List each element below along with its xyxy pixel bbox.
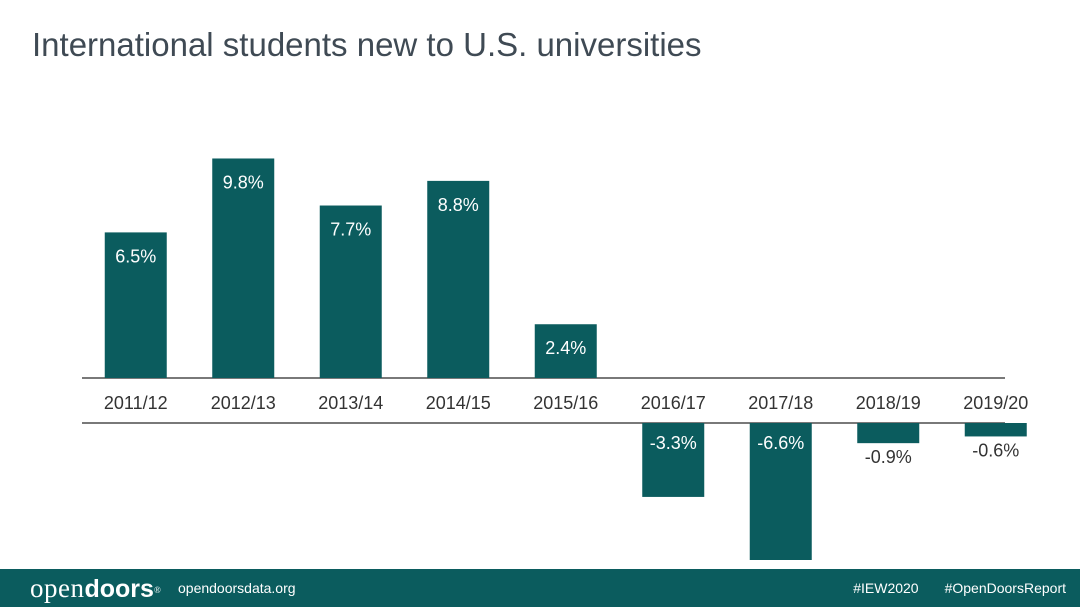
data-label: -0.6% — [972, 440, 1019, 460]
website-link[interactable]: opendoorsdata.org — [178, 580, 296, 596]
data-label: 8.8% — [438, 195, 479, 215]
data-label: 7.7% — [330, 220, 371, 240]
tick-label: 2015/16 — [533, 393, 598, 413]
tick-label: 2016/17 — [641, 393, 706, 413]
data-label: -3.3% — [650, 433, 697, 453]
bar-chart: 2011/12 6.5% 2012/13 9.8% 2013/14 7.7% 2014/15… — [82, 158, 1028, 560]
tick-label: 2012/13 — [211, 393, 276, 413]
bar-2018-19 — [857, 423, 920, 444]
page-title: International students new to U.S. unive… — [32, 26, 702, 63]
data-label: -0.9% — [865, 447, 912, 467]
registered-mark: ® — [153, 585, 161, 595]
tick-label: 2019/20 — [963, 393, 1028, 413]
bar-2017-18 — [749, 423, 812, 560]
tick-label: 2013/14 — [318, 393, 383, 413]
tick-label: 2011/12 — [104, 393, 168, 413]
tick-label: 2014/15 — [426, 393, 491, 413]
data-label: 9.8% — [223, 172, 264, 192]
logo-doors-text: doors — [84, 575, 154, 603]
logo-open-text: open — [30, 573, 85, 603]
hashtag-opendoors: #OpenDoorsReport — [944, 580, 1066, 596]
bar-2011-12 — [104, 232, 167, 378]
opendoors-logo: opendoors® — [30, 573, 161, 604]
data-label: -6.6% — [757, 433, 804, 453]
bar-2019-20 — [964, 423, 1027, 437]
data-label: 6.5% — [115, 246, 156, 266]
hashtags: #IEW2020 #OpenDoorsReport — [853, 580, 1066, 596]
tick-label: 2018/19 — [856, 393, 921, 413]
bar-2014-15 — [427, 180, 490, 378]
bar-2013-14 — [319, 205, 382, 378]
hashtag-iew: #IEW2020 — [853, 580, 919, 596]
bar-2012-13 — [212, 158, 275, 378]
bar-2016-17 — [642, 423, 705, 497]
tick-label: 2017/18 — [748, 393, 813, 413]
data-label: 2.4% — [545, 338, 586, 358]
footer-bar: opendoors® opendoorsdata.org #IEW2020 #O… — [0, 569, 1080, 607]
bar-2015-16 — [534, 324, 597, 378]
